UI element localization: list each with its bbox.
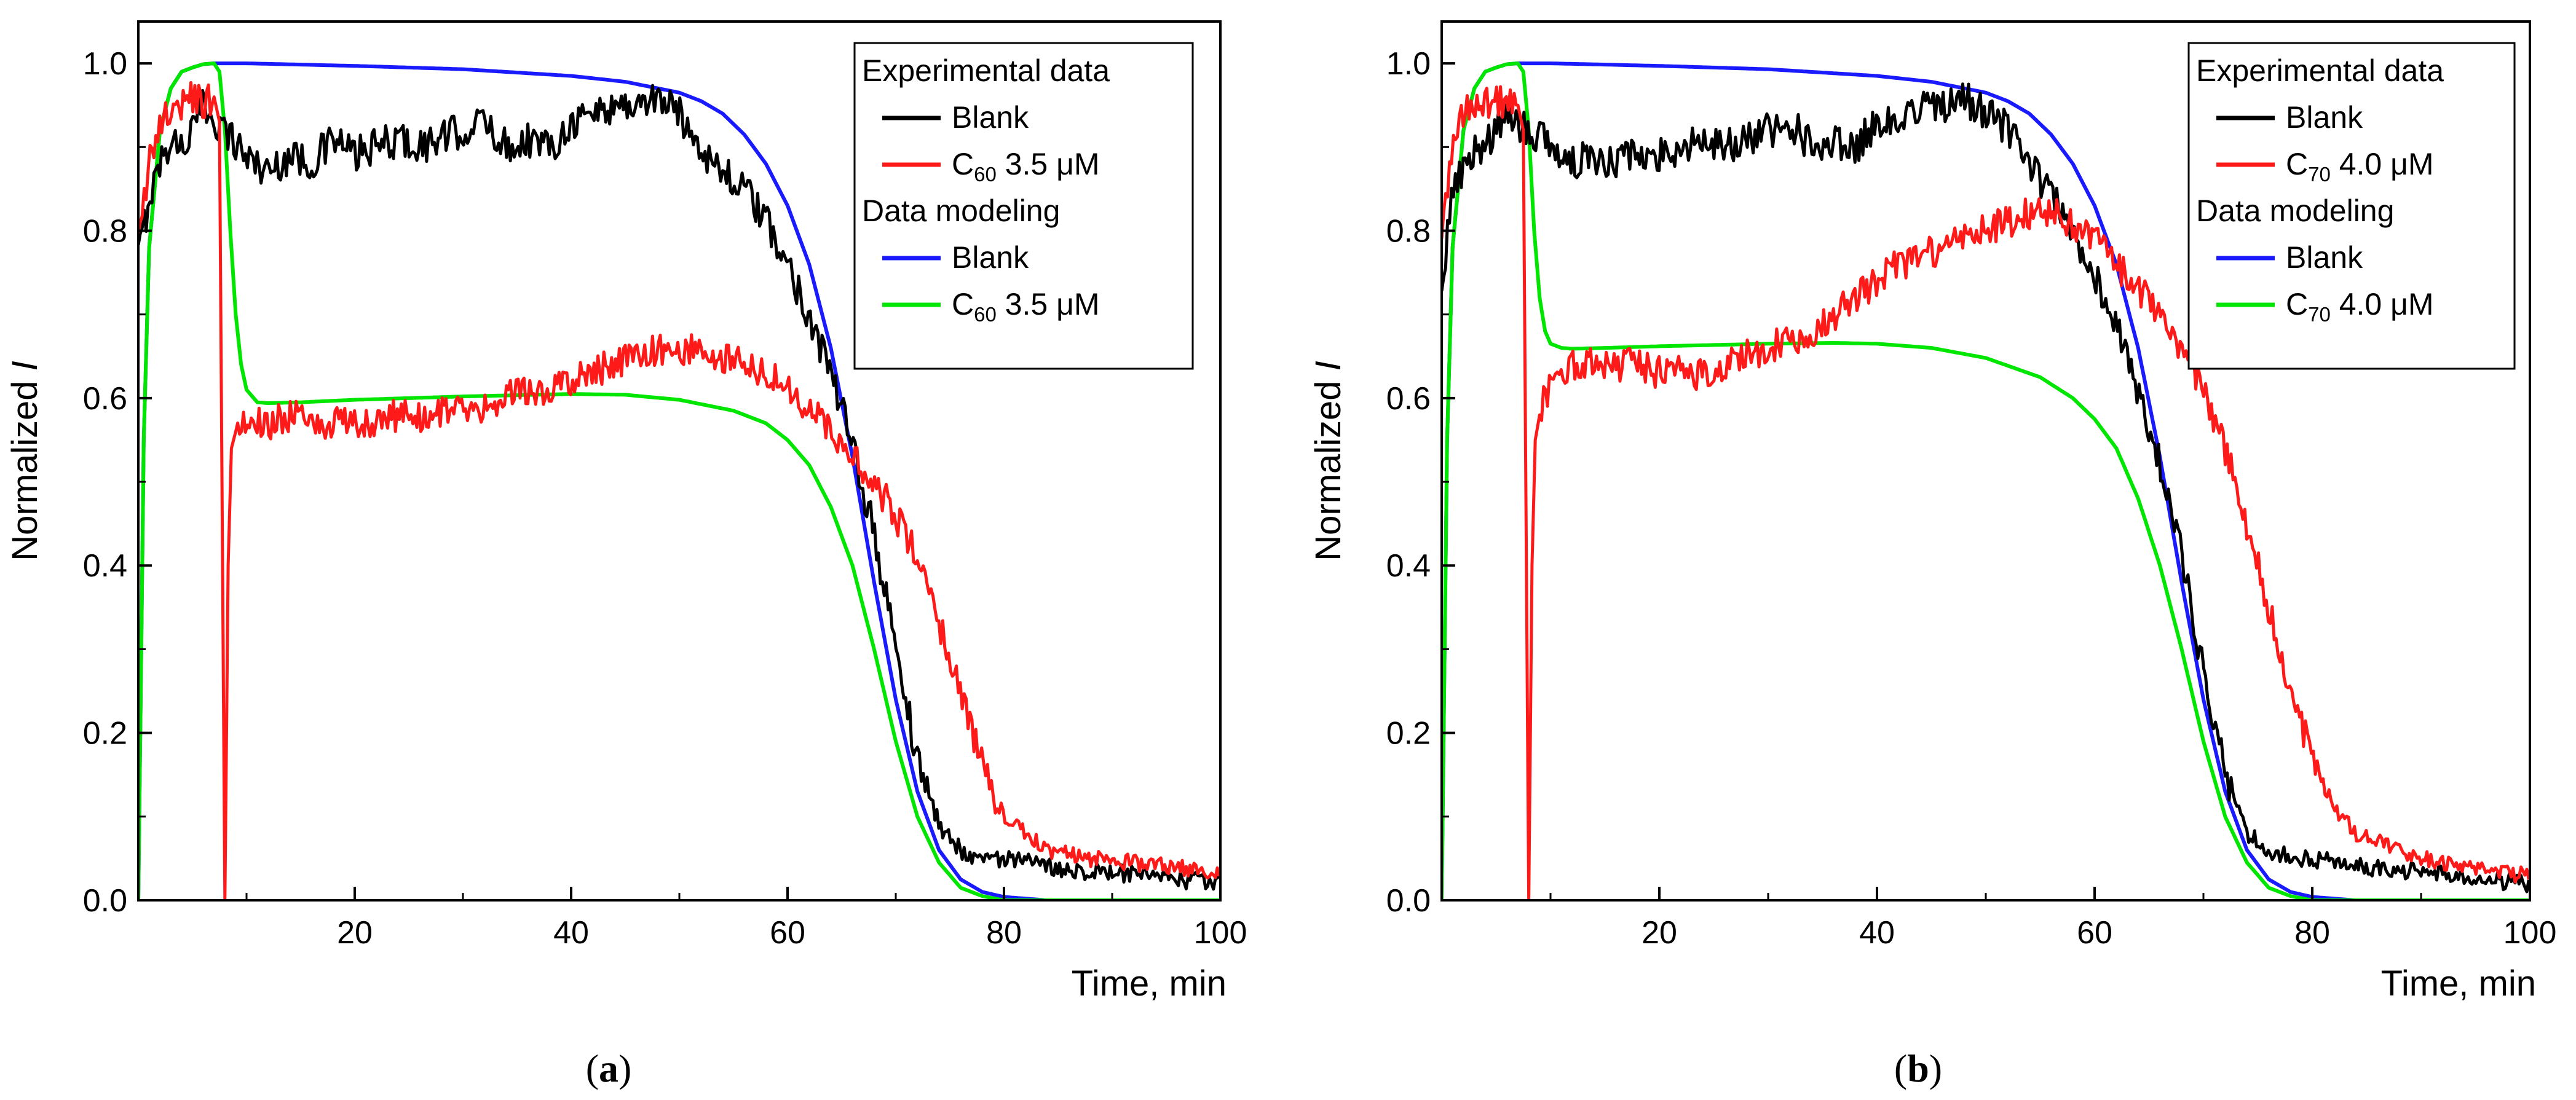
series-line-experimental-data-blank (138, 84, 1220, 891)
x-tick-label: 20 (1642, 915, 1677, 951)
axis-ticks: 20 40 60 80 100 0.0 0.2 0.4 0.6 0.8 1.0 (83, 46, 1247, 951)
y-tick-label: 0.8 (1386, 213, 1431, 249)
y-axis-label: Normalized I (1308, 361, 1348, 561)
y-tick-label: 0.0 (83, 883, 127, 919)
legend-label-rest: 3.5 μM (997, 287, 1100, 321)
legend-label-main: C (952, 147, 974, 181)
legend-label-main: C (2286, 287, 2308, 321)
panel-label-b-open: ( (1894, 1047, 1907, 1090)
legend-entry-label: Blank (952, 240, 1029, 275)
panel-label-b-letter: b (1907, 1047, 1929, 1090)
y-tick-label: 0.2 (83, 716, 127, 752)
series-line-experimental-data-blank (1442, 82, 2530, 894)
y-tick-label: 1.0 (83, 46, 127, 82)
panel-label-a: (a) (586, 1047, 632, 1090)
x-axis-label: Time, min (1072, 964, 1227, 1004)
panel-label-b-close: ) (1929, 1047, 1942, 1090)
x-tick-label: 60 (2077, 915, 2112, 951)
x-axis-label: Time, min (2381, 964, 2536, 1004)
chart-panel-a: 20 40 60 80 100 0.0 0.2 0.4 0.6 0.8 1.0 Normalized… (5, 20, 1247, 1004)
legend-label-main: C (952, 287, 974, 321)
y-axis-label-text: Normalized (5, 371, 45, 560)
y-axis-label: Normalized I (5, 361, 45, 561)
x-tick-label: 80 (986, 915, 1022, 951)
legend-entry-label: Blank (2286, 240, 2363, 275)
series-line-experimental-data-70 (1442, 85, 2530, 900)
legend-label-main: Blank (2286, 100, 2363, 135)
legend-entry-label: Blank (2286, 100, 2363, 135)
y-tick-label: 0.4 (1386, 548, 1431, 584)
legend-entry-label: Blank (952, 100, 1029, 135)
chart-panel-b: 20 40 60 80 100 0.0 0.2 0.4 0.6 0.8 1.0 Normalized… (1308, 20, 2557, 1004)
legend-group-title: Data modeling (862, 194, 1060, 228)
series-line-data-modeling-70 (1442, 61, 2530, 900)
legend-label-rest: 4.0 μM (2331, 147, 2434, 181)
x-tick-label: 40 (1859, 915, 1895, 951)
legend-label-main: Blank (952, 100, 1029, 135)
legend-label-subscript: 60 (974, 163, 997, 186)
legend-label-main: Blank (952, 240, 1029, 275)
y-tick-label: 1.0 (1386, 46, 1431, 82)
legend-label-rest: 3.5 μM (997, 147, 1100, 181)
x-tick-label: 80 (2294, 915, 2330, 951)
y-tick-label: 0.2 (1386, 716, 1431, 752)
legend-label-subscript: 70 (2308, 163, 2331, 186)
panel-label-a-open: ( (586, 1047, 599, 1090)
y-tick-label: 0.0 (1386, 883, 1431, 919)
legend-box (853, 42, 1194, 370)
panel-label-a-letter: a (599, 1047, 618, 1090)
x-tick-label: 100 (2503, 915, 2557, 951)
x-tick-label: 40 (553, 915, 589, 951)
y-tick-label: 0.6 (1386, 381, 1431, 417)
legend-label-main: Blank (2286, 240, 2363, 275)
legend-entry-label: C60 3.5 μM (952, 147, 1100, 186)
axis-ticks: 20 40 60 80 100 0.0 0.2 0.4 0.6 0.8 1.0 (1386, 46, 2557, 951)
y-tick-label: 0.6 (83, 381, 127, 417)
series-line-experimental-data-60 (138, 81, 1220, 900)
legend-label-main: C (2286, 147, 2308, 181)
legend-group-title: Experimental data (862, 53, 1110, 88)
x-tick-label: 100 (1194, 915, 1247, 951)
y-tick-label: 0.4 (83, 548, 127, 584)
y-axis-label-variable: I (5, 361, 45, 371)
y-axis-label-variable: I (1308, 361, 1348, 371)
legend-group-title: Experimental data (2196, 53, 2444, 88)
series-line-data-modeling-60 (138, 61, 1220, 900)
legend-entry-label: C60 3.5 μM (952, 287, 1100, 326)
legend-entry-label: C70 4.0 μM (2286, 287, 2434, 326)
x-tick-label: 60 (770, 915, 805, 951)
legend-box (2187, 42, 2516, 370)
x-tick-label: 20 (337, 915, 373, 951)
panel-label-b: (b) (1894, 1047, 1942, 1090)
panel-label-a-close: ) (618, 1047, 631, 1090)
legend-label-subscript: 70 (2308, 303, 2331, 326)
legend-label-subscript: 60 (974, 303, 997, 326)
legend-group-title: Data modeling (2196, 194, 2394, 228)
y-tick-label: 0.8 (83, 213, 127, 249)
legend-label-rest: 4.0 μM (2331, 287, 2434, 321)
y-axis-label-text: Normalized (1308, 371, 1348, 560)
legend-entry-label: C70 4.0 μM (2286, 147, 2434, 186)
